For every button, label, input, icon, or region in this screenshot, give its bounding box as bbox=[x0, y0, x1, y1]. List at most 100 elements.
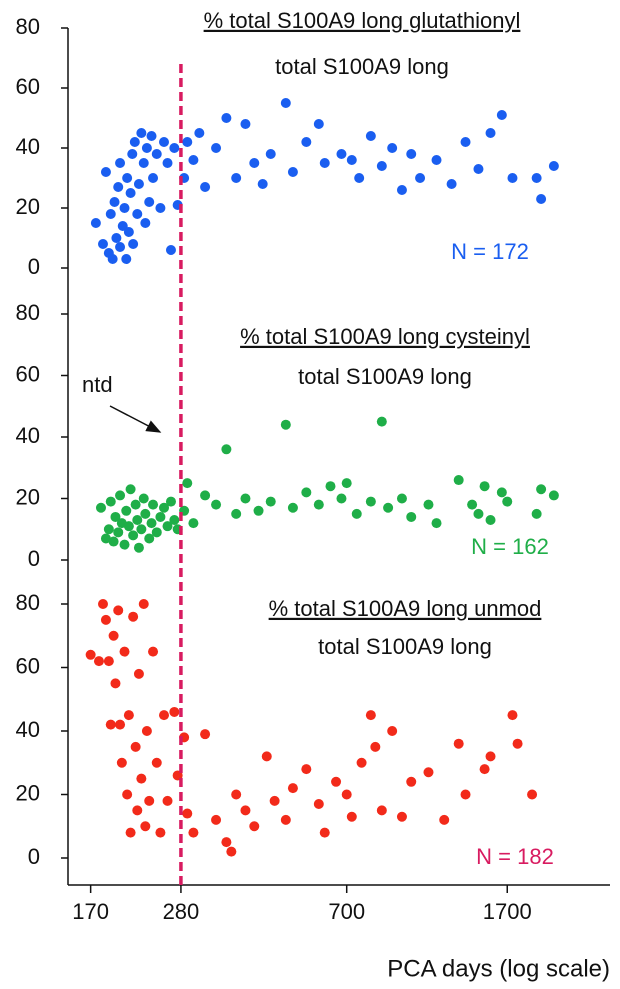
point bbox=[109, 197, 120, 207]
point bbox=[130, 499, 141, 510]
point bbox=[140, 218, 151, 228]
x-tick-label: 700 bbox=[328, 899, 365, 924]
point bbox=[132, 515, 143, 526]
point bbox=[155, 511, 166, 522]
point bbox=[85, 649, 96, 660]
point bbox=[261, 751, 272, 762]
panel-subtitle: total S100A9 long bbox=[318, 634, 492, 659]
point bbox=[113, 182, 124, 192]
point bbox=[188, 827, 199, 838]
y-tick-label: 0 bbox=[28, 254, 40, 279]
point bbox=[370, 741, 381, 752]
point bbox=[280, 814, 291, 825]
point bbox=[119, 203, 130, 213]
point bbox=[240, 119, 251, 129]
point bbox=[406, 776, 417, 787]
point bbox=[313, 799, 324, 810]
point bbox=[100, 614, 111, 625]
point bbox=[108, 536, 119, 547]
point bbox=[269, 795, 280, 806]
point bbox=[253, 505, 264, 516]
point bbox=[95, 502, 106, 513]
point bbox=[396, 185, 407, 195]
point bbox=[121, 505, 132, 516]
panel-subtitle: total S100A9 long bbox=[298, 364, 472, 389]
point bbox=[162, 795, 173, 806]
point bbox=[280, 419, 291, 430]
y-tick-label: 0 bbox=[28, 546, 40, 571]
point bbox=[531, 173, 542, 183]
point bbox=[287, 502, 298, 513]
x-tick-label: 170 bbox=[72, 899, 109, 924]
point bbox=[331, 776, 342, 787]
point bbox=[122, 789, 133, 800]
point bbox=[548, 490, 559, 501]
point bbox=[226, 846, 237, 857]
point bbox=[423, 499, 434, 510]
point bbox=[460, 137, 471, 147]
point bbox=[319, 158, 330, 168]
point bbox=[148, 646, 159, 657]
point bbox=[240, 805, 251, 816]
point bbox=[105, 496, 116, 507]
point bbox=[125, 188, 136, 198]
point bbox=[527, 789, 538, 800]
point bbox=[138, 599, 149, 609]
point bbox=[313, 499, 324, 510]
point bbox=[108, 630, 119, 641]
annotation-arrow bbox=[109, 405, 162, 433]
point bbox=[249, 821, 260, 832]
y-tick-label: 60 bbox=[16, 361, 40, 386]
point bbox=[231, 508, 242, 519]
point bbox=[453, 738, 464, 749]
count-label: N = 172 bbox=[451, 239, 529, 264]
point bbox=[536, 194, 547, 204]
point bbox=[144, 197, 155, 207]
point bbox=[140, 821, 151, 832]
point bbox=[287, 783, 298, 794]
point bbox=[138, 158, 149, 168]
point bbox=[115, 242, 126, 252]
y-tick-label: 40 bbox=[16, 423, 40, 448]
point bbox=[231, 173, 242, 183]
point bbox=[144, 795, 155, 806]
point bbox=[159, 137, 170, 147]
y-tick-label: 60 bbox=[16, 653, 40, 678]
point bbox=[341, 478, 352, 489]
point bbox=[125, 827, 136, 838]
point bbox=[115, 490, 126, 501]
point bbox=[301, 764, 312, 775]
point bbox=[159, 502, 170, 513]
x-tick-label: 280 bbox=[163, 899, 200, 924]
point bbox=[406, 149, 417, 159]
point bbox=[194, 128, 205, 138]
point bbox=[155, 827, 166, 838]
point bbox=[141, 143, 152, 153]
point bbox=[111, 233, 122, 243]
annotation-ntd: ntd bbox=[82, 372, 113, 397]
y-tick-label: 80 bbox=[16, 590, 40, 615]
point bbox=[301, 487, 312, 498]
point bbox=[115, 158, 126, 168]
point bbox=[249, 158, 260, 168]
point bbox=[507, 710, 518, 721]
y-tick-label: 40 bbox=[16, 134, 40, 159]
count-label: N = 162 bbox=[471, 534, 549, 559]
point bbox=[107, 254, 118, 264]
point bbox=[200, 490, 211, 501]
point bbox=[346, 811, 357, 822]
point bbox=[113, 527, 124, 538]
point bbox=[141, 726, 152, 736]
point bbox=[240, 493, 251, 504]
point bbox=[121, 254, 132, 264]
point bbox=[325, 481, 336, 492]
point bbox=[133, 542, 144, 553]
point bbox=[113, 605, 124, 616]
point bbox=[123, 227, 134, 237]
point bbox=[467, 499, 478, 510]
y-tick-label: 80 bbox=[16, 14, 40, 39]
point bbox=[155, 203, 166, 213]
point bbox=[159, 710, 170, 721]
point bbox=[507, 173, 518, 183]
